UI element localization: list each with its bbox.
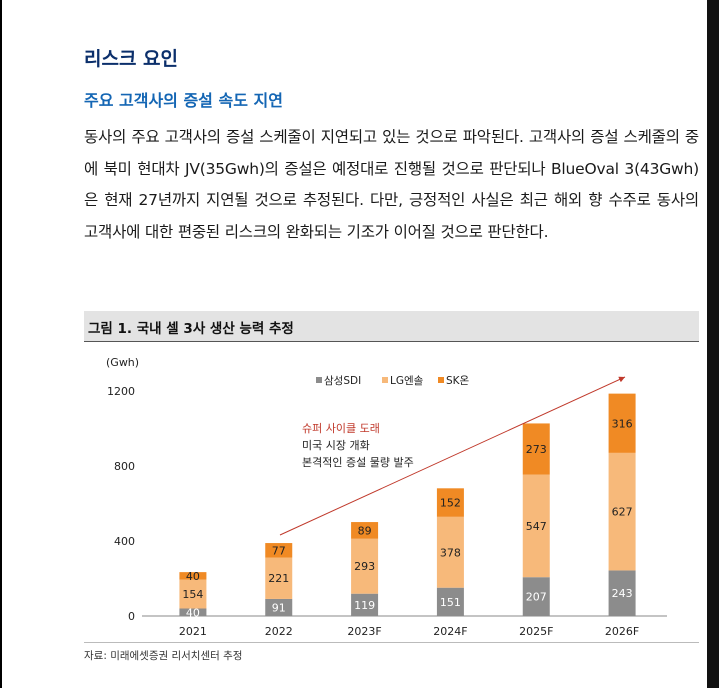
bar-segment <box>522 474 550 578</box>
source-divider <box>84 642 699 643</box>
x-tick-label: 2024F <box>433 625 467 638</box>
legend-swatch <box>438 377 444 383</box>
legend-swatch <box>382 377 388 383</box>
data-label: 547 <box>526 520 547 533</box>
data-label: 627 <box>612 506 633 519</box>
x-tick-label: 2025F <box>519 625 553 638</box>
x-tick-label: 2023F <box>347 625 381 638</box>
y-tick-label: 800 <box>114 460 135 473</box>
scrollbar[interactable] <box>707 0 719 688</box>
legend-label: SK온 <box>446 375 470 387</box>
legend-label: LG엔솔 <box>390 375 424 387</box>
legend-label: 삼성SDI <box>324 375 361 387</box>
legend-swatch <box>316 377 322 383</box>
bar-segment <box>351 538 379 594</box>
annotation-line-1: 슈퍼 사이클 도래 <box>302 422 380 435</box>
bar-segment <box>265 543 293 558</box>
y-tick-label: 1200 <box>107 385 135 398</box>
y-tick-label: 400 <box>114 535 135 548</box>
figure-title-bar: 그림 1. 국내 셀 3사 생산 능력 추정 <box>84 311 699 342</box>
section-subheading: 주요 고객사의 증설 속도 지연 <box>84 91 283 110</box>
data-label: 91 <box>272 601 286 614</box>
bar-segment <box>608 393 636 453</box>
data-label: 89 <box>358 524 372 537</box>
data-label: 273 <box>526 443 547 456</box>
figure-source: 자료: 미래에셋증권 리서치센터 추정 <box>84 650 243 662</box>
y-tick-label: 0 <box>128 610 135 623</box>
data-label: 152 <box>440 497 461 510</box>
x-tick-label: 2021 <box>179 625 207 638</box>
figure-title: 그림 1. 국내 셀 3사 생산 능력 추정 <box>88 321 294 337</box>
data-label: 40 <box>186 570 200 583</box>
bar-segment <box>436 488 464 517</box>
bar-segment <box>608 570 636 616</box>
data-label: 378 <box>440 546 461 559</box>
data-label: 293 <box>354 560 375 573</box>
data-label: 40 <box>186 606 200 619</box>
bar-segment <box>351 522 379 539</box>
bar-segment <box>522 423 550 475</box>
x-tick-label: 2026F <box>605 625 639 638</box>
data-label: 221 <box>268 572 289 585</box>
data-label: 207 <box>526 591 547 604</box>
bar-segment <box>436 587 464 616</box>
bar-segment <box>265 557 293 599</box>
bar-segment <box>265 598 293 616</box>
data-label: 154 <box>182 588 203 601</box>
bar-segment <box>608 452 636 571</box>
annotation-line-2: 미국 시장 개화 <box>302 439 370 452</box>
bar-segment <box>522 577 550 616</box>
data-label: 77 <box>272 544 286 557</box>
data-label: 316 <box>612 417 633 430</box>
bar-segment <box>436 516 464 588</box>
data-label: 119 <box>354 599 375 612</box>
bar-segment <box>179 608 207 616</box>
annotation-line-3: 본격적인 증설 물량 발주 <box>302 456 414 469</box>
x-tick-label: 2022 <box>265 625 293 638</box>
body-paragraph: 동사의 주요 고객사의 증설 스케줄이 지연되고 있는 것으로 파악된다. 고객… <box>84 128 699 241</box>
data-label: 243 <box>612 587 633 600</box>
data-label: 151 <box>440 596 461 609</box>
bar-segment <box>351 593 379 616</box>
bar-segment <box>179 572 207 580</box>
section-heading: 리스크 요인 <box>84 48 179 70</box>
bar-segment <box>179 579 207 609</box>
trend-arrow <box>279 376 626 536</box>
y-axis-label: (Gwh) <box>106 356 139 369</box>
